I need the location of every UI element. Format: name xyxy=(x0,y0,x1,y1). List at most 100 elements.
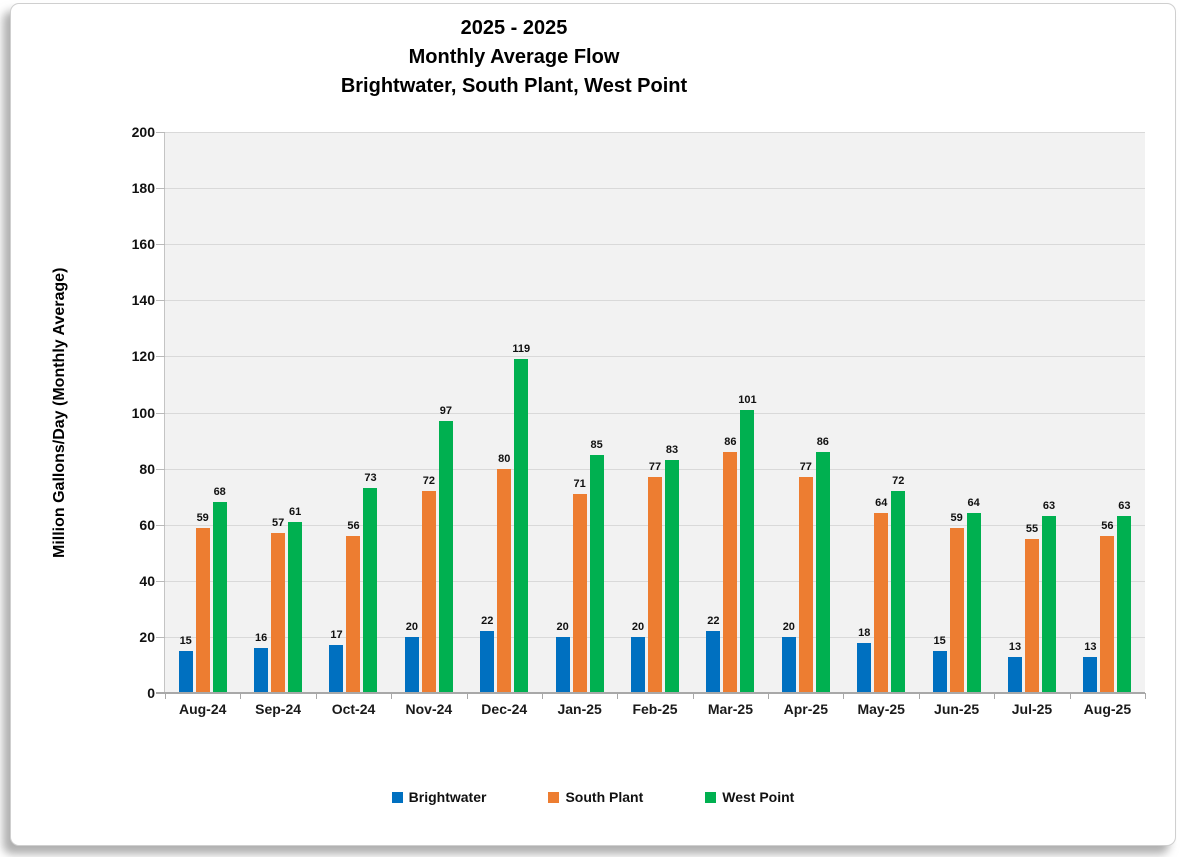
bar-west-point: 63 xyxy=(1041,500,1056,693)
bar-value-label: 22 xyxy=(481,615,494,628)
bar-group: 15 59 68 xyxy=(165,132,240,693)
bar-value-label: 22 xyxy=(707,615,720,628)
x-tick-mark xyxy=(843,693,845,699)
bar-group: 13 56 63 xyxy=(1070,132,1145,693)
x-axis-label: Apr-25 xyxy=(783,701,828,717)
bar-south-plant: 72 xyxy=(421,475,436,693)
bar-group: 15 59 64 xyxy=(919,132,994,693)
x-axis-line xyxy=(156,692,1145,694)
legend-item-south-plant: South Plant xyxy=(548,789,643,805)
bar-value-label: 85 xyxy=(590,438,603,451)
bar-value-label: 20 xyxy=(556,620,569,633)
bar-brightwater: 17 xyxy=(329,629,344,693)
bar-south-plant: 77 xyxy=(798,461,813,693)
x-tick-mark xyxy=(541,693,543,699)
bar-south-plant: 71 xyxy=(572,478,587,693)
bar-value-label: 77 xyxy=(648,461,662,474)
bar-value-label: 64 xyxy=(875,497,888,510)
x-tick-mark xyxy=(1145,693,1146,699)
bar-west-point: 68 xyxy=(212,486,227,693)
bar-brightwater: 18 xyxy=(857,627,872,693)
bar-group: 20 77 83 xyxy=(617,132,692,693)
bar-value-label: 15 xyxy=(179,634,192,647)
bar-west-point: 97 xyxy=(438,405,453,693)
bar-west-point: 64 xyxy=(966,497,981,693)
y-tick-mark xyxy=(156,412,165,414)
y-tick-label: 120 xyxy=(131,348,155,365)
bar-group: 17 56 73 xyxy=(316,132,391,693)
x-tick-mark xyxy=(165,693,166,699)
x-axis-label: Feb-25 xyxy=(632,701,678,717)
x-tick-mark xyxy=(315,693,317,699)
bar-south-plant: 64 xyxy=(874,497,889,693)
bar-south-plant: 57 xyxy=(271,517,286,693)
bar-value-label: 86 xyxy=(724,435,737,448)
y-tick-label: 140 xyxy=(131,292,155,309)
bar-value-label: 72 xyxy=(422,475,435,488)
x-axis-label: Jun-25 xyxy=(934,701,980,717)
bar-value-label: 20 xyxy=(405,620,418,633)
chart-panel: 2025 - 2025 Monthly Average Flow Brightw… xyxy=(10,3,1176,846)
bar-west-point: 72 xyxy=(891,475,906,693)
bar-value-label: 77 xyxy=(799,461,812,474)
legend-item-west-point: West Point xyxy=(705,789,794,805)
x-axis-label: Oct-24 xyxy=(331,701,376,717)
x-axis-labels: Aug-24 Sep-24 Oct-24 Nov-24 Dec-24 Jan-25 Feb-… xyxy=(165,701,1145,717)
bar-west-point: 86 xyxy=(815,436,830,693)
bar-value-label: 80 xyxy=(498,452,511,465)
gridline xyxy=(165,188,1145,190)
y-tick-label: 0 xyxy=(147,685,155,701)
bar-brightwater: 20 xyxy=(555,621,570,693)
bar-brightwater: 16 xyxy=(254,632,269,693)
bar-group: 22 86 101 xyxy=(693,132,768,693)
bar-group: 16 57 61 xyxy=(240,132,315,693)
chart-title-line-1: 2025 - 2025 xyxy=(460,17,568,39)
y-tick-mark xyxy=(156,524,165,526)
bar-value-label: 15 xyxy=(933,634,946,647)
chart-title: 2025 - 2025 Monthly Average Flow Brightw… xyxy=(164,14,864,101)
gridline xyxy=(165,300,1145,302)
bar-value-label: 63 xyxy=(1118,500,1131,513)
x-axis-label: Jul-25 xyxy=(1011,701,1053,717)
y-tick-label: 180 xyxy=(131,180,155,197)
bar-south-plant: 77 xyxy=(648,461,663,693)
bar-value-label: 17 xyxy=(330,629,343,642)
plot-area: 0 20 40 60 80 100 120 140 160 180 200 15 59 68 16 57 61 1… xyxy=(132,124,1146,717)
bar-groups: 15 59 68 16 57 61 17 56 73 20 72 97 22 80 119 20 71 85 20 7… xyxy=(165,132,1145,693)
chart-title-line-3: Brightwater, South Plant, West Point xyxy=(340,75,688,97)
bar-value-label: 55 xyxy=(1025,522,1039,535)
bar-value-label: 68 xyxy=(213,486,226,499)
x-tick-mark xyxy=(391,693,393,699)
y-tick-mark xyxy=(156,244,165,246)
y-tick-label: 40 xyxy=(139,572,155,589)
x-tick-mark xyxy=(466,693,468,699)
bar-group: 20 77 86 xyxy=(768,132,843,693)
bar-brightwater: 15 xyxy=(932,635,947,693)
x-tick-mark xyxy=(994,693,996,699)
bar-brightwater: 20 xyxy=(404,621,419,693)
legend-swatch xyxy=(548,791,560,803)
y-tick-mark xyxy=(156,356,165,358)
bar-south-plant: 86 xyxy=(723,436,738,693)
bar-west-point: 101 xyxy=(738,394,757,693)
bar-brightwater: 22 xyxy=(480,615,495,693)
bar-value-label: 59 xyxy=(950,511,963,524)
y-tick-label: 160 xyxy=(131,236,155,253)
x-tick-mark xyxy=(1069,693,1071,699)
y-axis-title: Million Gallons/Day (Monthly Average) xyxy=(51,267,68,558)
bar-value-label: 57 xyxy=(271,517,285,530)
bar-west-point: 61 xyxy=(288,506,303,693)
x-axis-label: Jan-25 xyxy=(557,701,602,717)
bar-value-label: 97 xyxy=(439,404,452,417)
bar-brightwater: 15 xyxy=(178,635,193,693)
bar-value-label: 73 xyxy=(364,472,377,485)
y-tick-mark xyxy=(156,636,165,638)
x-tick-mark xyxy=(768,693,770,699)
x-axis-label: Sep-24 xyxy=(255,701,302,717)
bar-value-label: 20 xyxy=(782,620,795,633)
bar-value-label: 18 xyxy=(858,626,871,639)
bar-west-point: 119 xyxy=(512,343,530,693)
bar-value-label: 86 xyxy=(816,435,829,448)
x-tick-mark xyxy=(692,693,694,699)
bar-value-label: 56 xyxy=(347,519,360,532)
